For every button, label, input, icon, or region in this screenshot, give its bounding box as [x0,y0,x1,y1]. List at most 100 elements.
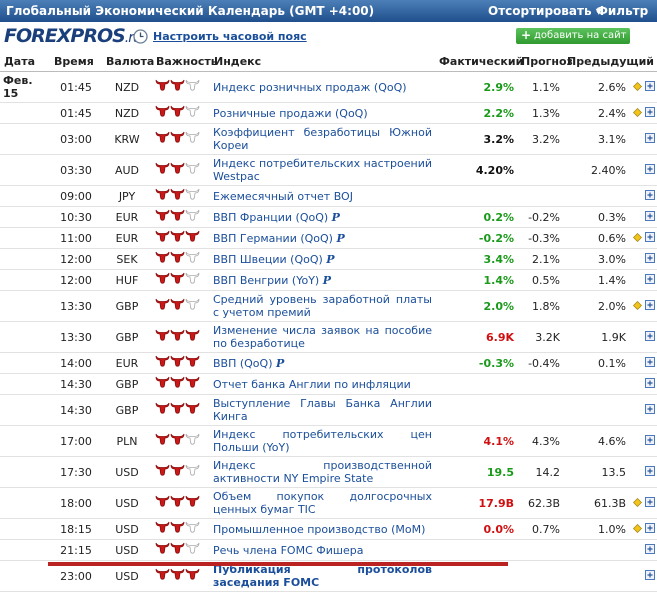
event-link[interactable]: ВВП Германии (QoQ) [213,231,333,245]
currency: SEK [116,252,138,266]
expand-icon[interactable] [645,273,655,284]
currency-cell: USD [102,487,152,519]
previous: 61.3B [593,496,626,510]
event-link[interactable]: Индекс розничных продаж (QoQ) [213,80,407,94]
bull-icon [185,402,200,414]
date-cell [0,227,50,249]
event-link[interactable]: Речь члена FOMC Фишера [213,543,364,557]
event-cell: Объем покупок долгосрочных ценных бумаг … [210,487,435,519]
add-button[interactable]: + добавить на сайт [516,28,630,44]
column-header: Дата [0,52,50,72]
alert-icon[interactable] [632,107,642,117]
bull-icon [185,209,200,221]
forecast: -0.3% [528,231,560,245]
expand-icon[interactable] [645,231,655,242]
currency-cell: HUF [102,269,152,291]
date-cell [0,425,50,457]
logo[interactable]: FOREXPROS.ru [4,25,142,47]
currency-cell: AUD [102,154,152,186]
time-cell: 01:45 [50,71,102,103]
previous-cell: 2.0% [563,290,629,322]
alert-icon[interactable] [632,232,642,242]
currency: GBP [115,403,139,417]
time: 12:00 [60,273,92,287]
filter-menu[interactable]: Фильтр ▾ [596,4,649,32]
previous: 2.6% [598,80,626,94]
expand-icon[interactable] [645,377,655,388]
currency-cell: USD [102,518,152,540]
importance [155,521,200,537]
expand-icon[interactable] [645,434,655,445]
event-link[interactable]: Индекс потребительских настроений Westpa… [213,157,432,183]
event-link[interactable]: ВВП Швеции (QoQ) [213,252,323,266]
previous: 0.1% [598,356,626,370]
alert-icon[interactable] [632,497,642,507]
event-link[interactable]: Изменение числа заявок на пособие по без… [213,324,432,350]
actual: 0.0% [483,522,514,536]
bull-icon [185,272,200,284]
currency: JPY [118,189,136,203]
event-link[interactable]: Отчет банка Англии по инфляции [213,377,411,391]
preliminary-flag: P [276,356,285,370]
icons-cell [629,248,657,270]
expand-icon[interactable] [645,252,655,263]
expand-icon[interactable] [645,163,655,174]
event-link[interactable]: ВВП (QoQ) [213,356,273,370]
expand-icon[interactable] [645,569,655,580]
expand-icon[interactable] [645,522,655,533]
currency-cell: SEK [102,248,152,270]
timezone-link[interactable]: Настроить часовой пояс [153,30,307,43]
sort-menu[interactable]: Отсортировать ▾ [488,4,602,18]
importance [155,402,200,418]
time: 12:00 [60,252,92,266]
event-link[interactable]: Промышленное производство (MoM) [213,522,426,536]
event-link[interactable]: Публикация протоколов заседания FOMC [213,563,432,589]
previous: 1.4% [598,273,626,287]
forecast-cell: 1.8% [517,290,563,322]
column-header: Предыдущий [563,52,654,72]
actual: 2.0% [483,299,514,313]
event-link[interactable]: Индекс производственной активности NY Em… [213,459,432,485]
time: 01:45 [60,80,92,94]
event-link[interactable]: Коэффициент безработицы Южной Кореи [213,126,432,152]
event-link[interactable]: Средний уровень заработной платы с учето… [213,293,432,319]
expand-icon[interactable] [645,106,655,117]
expand-icon[interactable] [645,299,655,310]
event-link[interactable]: ВВП Франции (QoQ) [213,210,329,224]
event-link[interactable]: Розничные продажи (QoQ) [213,106,368,120]
expand-icon[interactable] [645,356,655,367]
event-link[interactable]: Индекс потребительских цен Польши (YoY) [213,428,432,454]
preliminary-flag: P [326,252,335,266]
bull-icon [185,355,200,367]
forecast-cell [517,185,563,207]
expand-icon[interactable] [645,189,655,200]
filter-label[interactable]: Фильтр [596,4,649,18]
event-link[interactable]: Выступление Главы Банка Англии Кинга [213,397,432,423]
bull-icon [170,464,185,476]
expand-icon[interactable] [645,210,655,221]
event-link[interactable]: Ежемесячный отчет BOJ [213,189,353,203]
expand-icon[interactable] [645,403,655,414]
event-row: 13:30 GBP Изменение числа заявок на пособи… [0,321,657,353]
event-link[interactable]: Объем покупок долгосрочных ценных бумаг … [213,490,432,516]
currency-cell: NZD [102,71,152,103]
bull-icon [170,230,185,242]
actual: 2.2% [483,106,514,120]
expand-icon[interactable] [645,543,655,554]
event-link[interactable]: ВВП Венгрии (YoY) [213,273,320,287]
actual-cell: 0.2% [435,206,517,228]
alert-icon[interactable] [632,81,642,91]
expand-icon[interactable] [645,496,655,507]
importance [155,568,200,584]
alert-icon[interactable] [632,300,642,310]
alert-icon[interactable] [632,523,642,533]
sort-label[interactable]: Отсортировать [488,4,592,18]
expand-icon[interactable] [645,80,655,91]
preliminary-flag: P [322,273,331,287]
event-cell: Розничные продажи (QoQ) [210,102,435,124]
expand-icon[interactable] [645,330,655,341]
currency-cell: PLN [102,425,152,457]
expand-icon[interactable] [645,465,655,476]
expand-icon[interactable] [645,132,655,143]
